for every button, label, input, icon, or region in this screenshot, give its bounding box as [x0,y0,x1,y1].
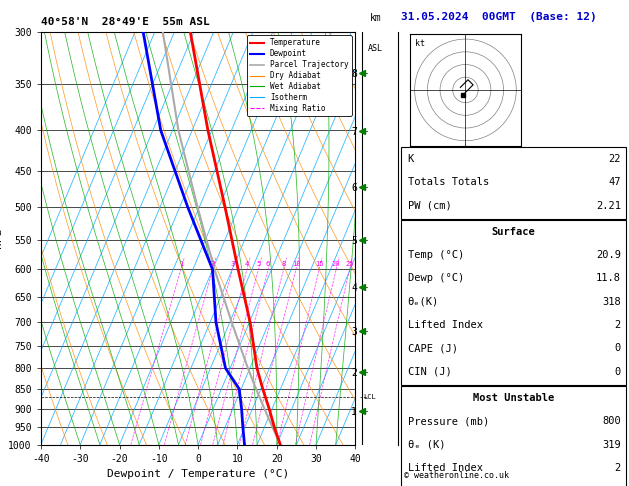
Text: 2.21: 2.21 [596,201,621,210]
Text: © weatheronline.co.uk: © weatheronline.co.uk [404,471,509,480]
Text: PW (cm): PW (cm) [408,201,452,210]
Text: 20.9: 20.9 [596,250,621,260]
Text: Lifted Index: Lifted Index [408,320,482,330]
Text: 47: 47 [608,177,621,187]
Text: 0: 0 [615,367,621,377]
Text: 5: 5 [257,261,260,267]
Text: 15: 15 [315,261,323,267]
Text: 1: 1 [179,261,183,267]
Text: 2: 2 [211,261,215,267]
Text: 22: 22 [608,154,621,164]
Text: 6: 6 [266,261,270,267]
Text: θₑ(K): θₑ(K) [408,297,439,307]
Text: 8: 8 [282,261,286,267]
Text: Lifted Index: Lifted Index [408,463,482,473]
Text: Temp (°C): Temp (°C) [408,250,464,260]
Text: 11.8: 11.8 [596,274,621,283]
Text: θₑ (K): θₑ (K) [408,440,445,450]
Text: Totals Totals: Totals Totals [408,177,489,187]
Text: 319: 319 [602,440,621,450]
Text: Pressure (mb): Pressure (mb) [408,417,489,426]
X-axis label: Dewpoint / Temperature (°C): Dewpoint / Temperature (°C) [107,469,289,479]
Text: km: km [370,13,382,23]
Text: 2: 2 [615,320,621,330]
Text: LCL: LCL [364,394,377,400]
Text: Dewp (°C): Dewp (°C) [408,274,464,283]
Text: 0: 0 [615,344,621,353]
Text: K: K [408,154,414,164]
Text: CIN (J): CIN (J) [408,367,452,377]
Text: 10: 10 [292,261,300,267]
Text: 31.05.2024  00GMT  (Base: 12): 31.05.2024 00GMT (Base: 12) [401,12,597,22]
Text: 3: 3 [230,261,235,267]
Text: 25: 25 [345,261,354,267]
Text: ASL: ASL [369,44,383,53]
Text: 800: 800 [602,417,621,426]
Text: 2: 2 [615,463,621,473]
Text: 4: 4 [245,261,249,267]
Text: Most Unstable: Most Unstable [473,393,554,403]
Legend: Temperature, Dewpoint, Parcel Trajectory, Dry Adiabat, Wet Adiabat, Isotherm, Mi: Temperature, Dewpoint, Parcel Trajectory… [247,35,352,116]
Text: 40°58'N  28°49'E  55m ASL: 40°58'N 28°49'E 55m ASL [41,17,209,27]
Text: CAPE (J): CAPE (J) [408,344,457,353]
Text: Surface: Surface [492,227,535,237]
Y-axis label: hPa: hPa [0,228,3,248]
Text: 318: 318 [602,297,621,307]
Text: kt: kt [415,39,425,48]
Text: 20: 20 [332,261,340,267]
